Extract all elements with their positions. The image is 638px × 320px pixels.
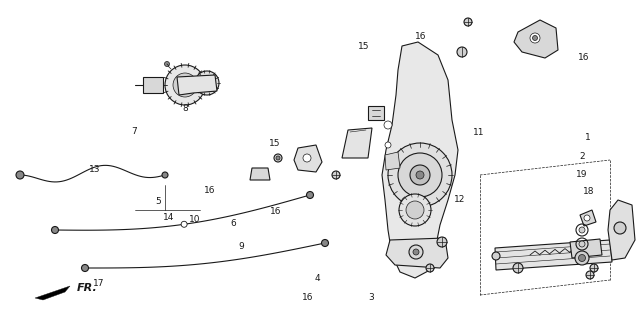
Text: 14: 14: [163, 213, 175, 222]
Text: 18: 18: [582, 188, 594, 196]
Circle shape: [200, 76, 214, 90]
Polygon shape: [382, 42, 458, 278]
Circle shape: [306, 191, 313, 198]
Text: 16: 16: [578, 53, 590, 62]
Text: 3: 3: [368, 293, 375, 302]
Circle shape: [492, 252, 500, 260]
Polygon shape: [250, 168, 270, 180]
Circle shape: [579, 254, 586, 261]
Polygon shape: [580, 210, 596, 226]
Circle shape: [437, 237, 447, 247]
Text: 4: 4: [315, 274, 320, 283]
Circle shape: [398, 153, 442, 197]
Circle shape: [16, 171, 24, 179]
Circle shape: [181, 221, 187, 227]
Text: 1: 1: [585, 133, 591, 142]
Circle shape: [584, 215, 590, 221]
Circle shape: [52, 227, 59, 234]
Polygon shape: [495, 240, 612, 270]
Circle shape: [388, 143, 452, 207]
Bar: [143, 77, 163, 93]
Circle shape: [173, 73, 197, 97]
Text: 13: 13: [89, 165, 100, 174]
Circle shape: [413, 249, 419, 255]
Circle shape: [457, 47, 467, 57]
Circle shape: [406, 201, 424, 219]
Text: 10: 10: [189, 215, 200, 224]
Text: 16: 16: [415, 32, 427, 41]
Circle shape: [322, 239, 329, 246]
Circle shape: [579, 227, 585, 233]
Circle shape: [303, 154, 311, 162]
Polygon shape: [514, 20, 558, 58]
Bar: [368, 106, 384, 120]
Circle shape: [276, 156, 280, 160]
Circle shape: [399, 194, 431, 226]
Circle shape: [416, 171, 424, 179]
Circle shape: [165, 61, 170, 67]
Circle shape: [424, 144, 432, 152]
Circle shape: [464, 18, 472, 26]
Circle shape: [332, 171, 340, 179]
Polygon shape: [608, 200, 635, 260]
Circle shape: [575, 251, 589, 265]
Text: 9: 9: [238, 242, 244, 251]
Text: 2: 2: [579, 152, 584, 161]
Polygon shape: [386, 238, 448, 268]
Text: 19: 19: [576, 170, 588, 179]
Circle shape: [409, 245, 423, 259]
Polygon shape: [570, 239, 602, 258]
Polygon shape: [35, 286, 70, 300]
Polygon shape: [385, 152, 400, 170]
Circle shape: [579, 241, 585, 247]
Text: 17: 17: [93, 279, 105, 288]
Circle shape: [586, 271, 594, 279]
Polygon shape: [177, 75, 217, 95]
Text: 12: 12: [454, 196, 465, 204]
Text: 15: 15: [269, 140, 280, 148]
Circle shape: [426, 264, 434, 272]
Circle shape: [162, 172, 168, 178]
Circle shape: [165, 65, 205, 105]
Circle shape: [195, 71, 219, 95]
Text: 16: 16: [204, 186, 215, 195]
Circle shape: [274, 154, 282, 162]
Text: 11: 11: [473, 128, 484, 137]
Text: 16: 16: [270, 207, 281, 216]
Circle shape: [82, 265, 89, 271]
Circle shape: [513, 263, 523, 273]
Text: FR.: FR.: [77, 283, 98, 293]
Circle shape: [410, 165, 430, 185]
Circle shape: [590, 264, 598, 272]
Circle shape: [384, 121, 392, 129]
Polygon shape: [294, 145, 322, 172]
Text: 6: 6: [230, 220, 236, 228]
Circle shape: [385, 142, 391, 148]
Text: 8: 8: [182, 104, 188, 113]
Text: 5: 5: [155, 197, 161, 206]
Polygon shape: [342, 128, 372, 158]
Text: 7: 7: [131, 127, 137, 136]
Circle shape: [530, 33, 540, 43]
Circle shape: [533, 36, 537, 41]
Text: 16: 16: [302, 293, 313, 302]
Circle shape: [180, 80, 190, 90]
Circle shape: [614, 222, 626, 234]
Text: 15: 15: [358, 42, 369, 51]
